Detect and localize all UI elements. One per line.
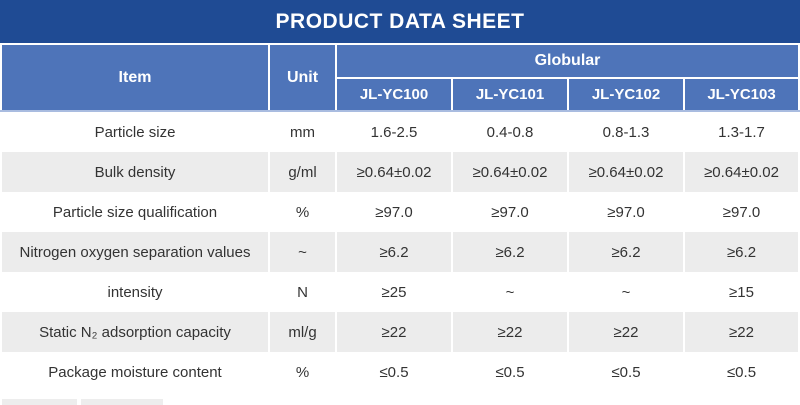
value-cell: ≤0.5 <box>453 352 567 392</box>
value-cell: ≥0.64±0.02 <box>337 152 451 192</box>
value-cell: ≥22 <box>337 312 451 352</box>
item-cell: Bulk density <box>2 152 268 192</box>
col-header-item: Item <box>2 45 268 110</box>
value-cell: 1.3-1.7 <box>685 112 798 152</box>
value-cell: ≥22 <box>569 312 683 352</box>
value-cell: ≤0.5 <box>337 352 451 392</box>
unit-cell: mm <box>270 112 335 152</box>
item-cell: Particle size <box>2 112 268 152</box>
product-table: Item Unit Globular JL-YC100 JL-YC101 JL-… <box>0 45 800 392</box>
table-row: intensity N ≥25 ~ ~ ≥15 <box>0 272 800 312</box>
table-row: Particle size mm 1.6-2.5 0.4-0.8 0.8-1.3… <box>0 112 800 152</box>
value-cell: ≥0.64±0.02 <box>569 152 683 192</box>
table-row: Package moisture content % ≤0.5 ≤0.5 ≤0.… <box>0 352 800 392</box>
value-cell: ≥6.2 <box>453 232 567 272</box>
table-row: Nitrogen oxygen separation values ~ ≥6.2… <box>0 232 800 272</box>
value-cell: ≥97.0 <box>453 192 567 232</box>
value-cell: ≥25 <box>337 272 451 312</box>
unit-cell: ~ <box>270 232 335 272</box>
value-cell: ≥97.0 <box>685 192 798 232</box>
table-row: Bulk density g/ml ≥0.64±0.02 ≥0.64±0.02 … <box>0 152 800 192</box>
value-cell: ≥22 <box>685 312 798 352</box>
value-cell: ≤0.5 <box>569 352 683 392</box>
table-row: Particle size qualification % ≥97.0 ≥97.… <box>0 192 800 232</box>
value-cell: 1.6-2.5 <box>337 112 451 152</box>
item-cell: Static N₂ adsorption capacity <box>2 312 268 352</box>
value-cell: ~ <box>569 272 683 312</box>
unit-cell: ml/g <box>270 312 335 352</box>
value-cell: ≥6.2 <box>685 232 798 272</box>
unit-cell: % <box>270 192 335 232</box>
col-header-jl-yc100: JL-YC100 <box>337 79 451 110</box>
col-header-jl-yc101: JL-YC101 <box>453 79 567 110</box>
cropped-next-row <box>0 399 800 405</box>
col-header-jl-yc102: JL-YC102 <box>569 79 683 110</box>
value-cell: ≤0.5 <box>685 352 798 392</box>
item-cell: Package moisture content <box>2 352 268 392</box>
value-cell: ≥97.0 <box>569 192 683 232</box>
item-cell: intensity <box>2 272 268 312</box>
col-header-unit: Unit <box>270 45 335 110</box>
value-cell: ≥15 <box>685 272 798 312</box>
unit-cell: % <box>270 352 335 392</box>
table-header: Item Unit Globular JL-YC100 JL-YC101 JL-… <box>0 45 800 112</box>
col-header-jl-yc103: JL-YC103 <box>685 79 798 110</box>
page-title: PRODUCT DATA SHEET <box>275 9 525 33</box>
group-header-globular: Globular <box>337 45 798 77</box>
value-cell: ~ <box>453 272 567 312</box>
value-cell: 0.8-1.3 <box>569 112 683 152</box>
cropped-cell <box>81 399 163 405</box>
value-cell: ≥6.2 <box>337 232 451 272</box>
table-body: Particle size mm 1.6-2.5 0.4-0.8 0.8-1.3… <box>0 112 800 392</box>
unit-cell: g/ml <box>270 152 335 192</box>
item-cell: Particle size qualification <box>2 192 268 232</box>
value-cell: ≥0.64±0.02 <box>453 152 567 192</box>
value-cell: ≥0.64±0.02 <box>685 152 798 192</box>
value-cell: ≥22 <box>453 312 567 352</box>
value-cell: 0.4-0.8 <box>453 112 567 152</box>
value-cell: ≥97.0 <box>337 192 451 232</box>
unit-cell: N <box>270 272 335 312</box>
item-cell: Nitrogen oxygen separation values <box>2 232 268 272</box>
cropped-cell <box>2 399 77 405</box>
banner: PRODUCT DATA SHEET <box>0 0 800 43</box>
value-cell: ≥6.2 <box>569 232 683 272</box>
table-row: Static N₂ adsorption capacity ml/g ≥22 ≥… <box>0 312 800 352</box>
